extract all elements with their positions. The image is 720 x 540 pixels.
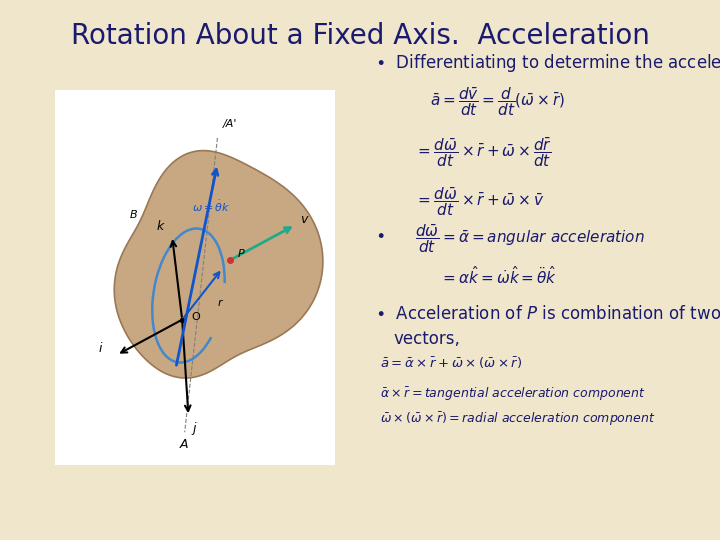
Text: i: i [99, 342, 102, 355]
Text: v: v [301, 213, 308, 226]
Text: Rotation About a Fixed Axis.  Acceleration: Rotation About a Fixed Axis. Acceleratio… [71, 22, 649, 50]
Text: $\omega = \dot{\theta}$k: $\omega = \dot{\theta}$k [192, 199, 231, 214]
Text: vectors,: vectors, [393, 330, 460, 348]
Text: $\bar{a} = \dfrac{d\bar{v}}{dt} = \dfrac{d}{dt}(\bar{\omega}\times\bar{r})$: $\bar{a} = \dfrac{d\bar{v}}{dt} = \dfrac… [430, 85, 565, 118]
Text: $= \dfrac{d\bar{\omega}}{dt}\times\bar{r} + \bar{\omega}\times\bar{v}$: $= \dfrac{d\bar{\omega}}{dt}\times\bar{r… [415, 185, 544, 218]
Text: $\bar{\omega}\times(\bar{\omega}\times\bar{r}) = \mathit{radial\ acceleration\ c: $\bar{\omega}\times(\bar{\omega}\times\b… [380, 410, 655, 428]
Polygon shape [114, 151, 323, 378]
Text: $\bullet$  Acceleration of $\mathit{P}$ is combination of two: $\bullet$ Acceleration of $\mathit{P}$ i… [375, 305, 720, 323]
Text: r: r [217, 298, 222, 308]
Text: O: O [191, 312, 199, 322]
Text: P: P [238, 249, 244, 259]
Text: $\bar{a} = \bar{\alpha}\times\bar{r} + \bar{\omega}\times(\bar{\omega}\times\bar: $\bar{a} = \bar{\alpha}\times\bar{r} + \… [380, 355, 523, 370]
Text: $\bullet$: $\bullet$ [375, 225, 384, 243]
Text: A: A [180, 438, 188, 451]
Text: k: k [157, 220, 164, 233]
Text: B: B [130, 211, 137, 220]
Text: $\bar{\alpha}\times\bar{r} = \mathit{tangential\ acceleration\ component}$: $\bar{\alpha}\times\bar{r} = \mathit{tan… [380, 385, 646, 402]
Text: /A': /A' [222, 119, 237, 129]
Text: $= \alpha\hat{k} = \dot{\omega}\hat{k} = \ddot{\theta}\hat{k}$: $= \alpha\hat{k} = \dot{\omega}\hat{k} =… [440, 265, 557, 287]
Text: $\dfrac{d\bar{\omega}}{dt} = \bar{\alpha} = \mathit{angular\ acceleration}$: $\dfrac{d\bar{\omega}}{dt} = \bar{\alpha… [415, 222, 645, 255]
Text: $\bullet$  Differentiating to determine the acceleration,: $\bullet$ Differentiating to determine t… [375, 52, 720, 74]
Text: j: j [192, 422, 196, 435]
FancyBboxPatch shape [55, 90, 335, 465]
Text: $= \dfrac{d\bar{\omega}}{dt}\times\bar{r} + \bar{\omega}\times\dfrac{d\bar{r}}{d: $= \dfrac{d\bar{\omega}}{dt}\times\bar{r… [415, 135, 552, 169]
